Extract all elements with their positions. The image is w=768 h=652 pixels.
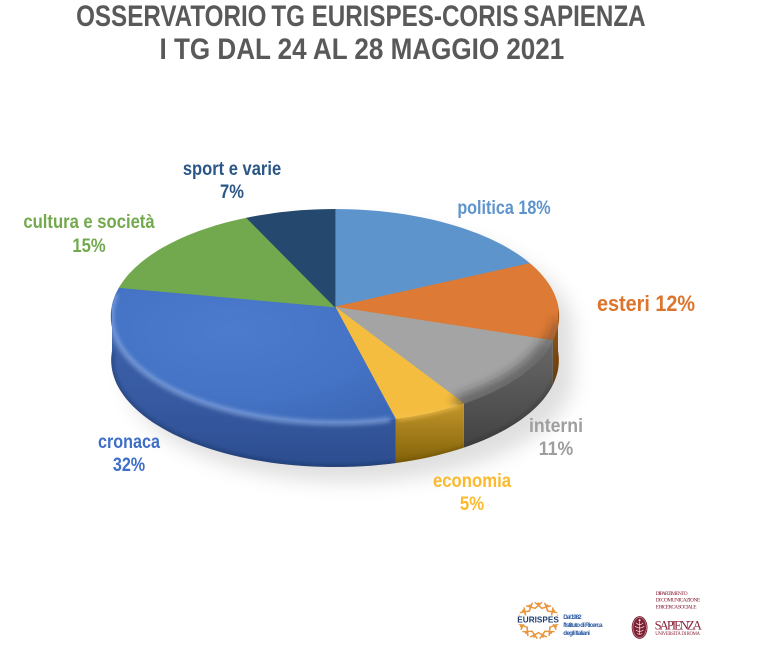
- svg-text:SAPIENZA: SAPIENZA: [655, 618, 702, 632]
- svg-text:E RICERCA SOCIALE: E RICERCA SOCIALE: [656, 605, 698, 611]
- svg-text:l'Istituto di Ricerca: l'Istituto di Ricerca: [563, 622, 603, 629]
- svg-text:degli Italiani: degli Italiani: [563, 630, 590, 637]
- svg-text:UNIVERSITÀ DI ROMA: UNIVERSITÀ DI ROMA: [655, 631, 700, 637]
- svg-text:DI COMUNICAZIONE: DI COMUNICAZIONE: [656, 598, 701, 604]
- svg-text:EURISPES: EURISPES: [517, 615, 559, 625]
- svg-text:DIPARTIMENTO: DIPARTIMENTO: [656, 591, 688, 597]
- svg-text:Dal 1982: Dal 1982: [563, 614, 582, 621]
